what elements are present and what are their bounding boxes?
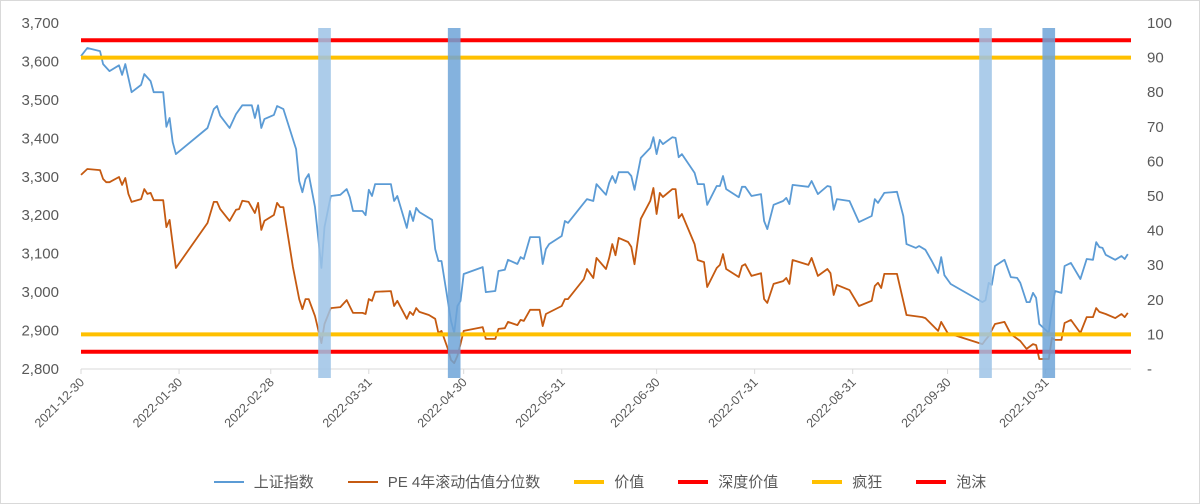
- x-axis-tick-label: 2022-09-30: [899, 375, 954, 430]
- legend-swatch: [916, 479, 947, 484]
- series-line-index: [80, 47, 1129, 334]
- legend-label: 深度价值: [718, 474, 779, 491]
- x-axis-tick-label: 2022-06-30: [608, 375, 663, 430]
- legend-item: 泡沫: [916, 471, 986, 492]
- right-axis-tick-label: 100: [1147, 15, 1172, 32]
- right-axis-tick-label: 90: [1147, 50, 1164, 67]
- legend-item: 价值: [574, 471, 644, 492]
- legend-swatch: [213, 480, 244, 483]
- x-axis-tick-label: 2022-04-30: [415, 375, 470, 430]
- x-axis-tick-label: 2022-10-31: [997, 375, 1052, 430]
- series-line-pe-percentile: [80, 168, 1129, 364]
- legend-item: 疯狂: [812, 471, 882, 492]
- legend-item: 深度价值: [678, 471, 778, 492]
- highlight-band: [1042, 28, 1056, 378]
- legend-swatch: [678, 479, 709, 484]
- legend-label: 泡沫: [956, 474, 987, 491]
- right-axis-tick-label: 20: [1147, 292, 1164, 309]
- right-axis-tick-label: 80: [1147, 84, 1164, 101]
- left-axis-tick-label: 3,400: [21, 130, 59, 147]
- x-axis-tick-label: 2022-08-31: [804, 375, 859, 430]
- legend-item: PE 4年滚动估值分位数: [347, 471, 541, 492]
- legend-swatch: [812, 479, 843, 484]
- left-axis-tick-label: 3,200: [21, 207, 59, 224]
- legend-swatch: [574, 479, 605, 484]
- right-axis-tick-label: 70: [1147, 119, 1164, 136]
- highlight-band: [979, 28, 992, 378]
- left-axis-tick-label: 3,000: [21, 284, 59, 301]
- left-axis-tick-label: 2,900: [21, 323, 59, 340]
- left-axis-tick-label: 2,800: [21, 361, 59, 378]
- left-axis-tick-label: 3,500: [21, 92, 59, 109]
- x-axis-tick-label: 2022-02-28: [222, 375, 277, 430]
- x-axis-tick-label: 2021-12-30: [32, 375, 87, 430]
- right-axis-tick-label: 50: [1147, 188, 1164, 205]
- highlight-band: [447, 28, 461, 378]
- legend-item: 上证指数: [213, 471, 314, 492]
- left-axis-tick-label: 3,100: [21, 246, 59, 263]
- left-axis-tick-label: 3,600: [21, 53, 59, 70]
- right-axis-tick-label: 40: [1147, 223, 1164, 240]
- right-axis-tick-label: -: [1147, 361, 1152, 378]
- legend-label: 上证指数: [253, 474, 314, 491]
- legend: 上证指数 PE 4年滚动估值分位数 价值 深度价值 疯狂 泡沫: [1, 471, 1199, 492]
- right-axis-tick-label: 60: [1147, 153, 1164, 170]
- legend-swatch: [347, 480, 378, 483]
- legend-label: 价值: [614, 474, 645, 491]
- x-axis-tick-label: 2022-03-31: [320, 375, 375, 430]
- highlight-band: [318, 28, 331, 378]
- x-axis-tick-label: 2022-05-31: [513, 375, 568, 430]
- x-axis-tick-label: 2022-07-31: [706, 375, 761, 430]
- left-axis-tick-label: 3,300: [21, 169, 59, 186]
- legend-label: PE 4年滚动估值分位数: [387, 474, 541, 491]
- right-axis-tick-label: 30: [1147, 257, 1164, 274]
- left-axis-tick-label: 3,700: [21, 15, 59, 32]
- legend-label: 疯狂: [852, 474, 883, 491]
- x-axis-tick-label: 2022-01-30: [130, 375, 185, 430]
- right-axis-tick-label: 10: [1147, 326, 1164, 343]
